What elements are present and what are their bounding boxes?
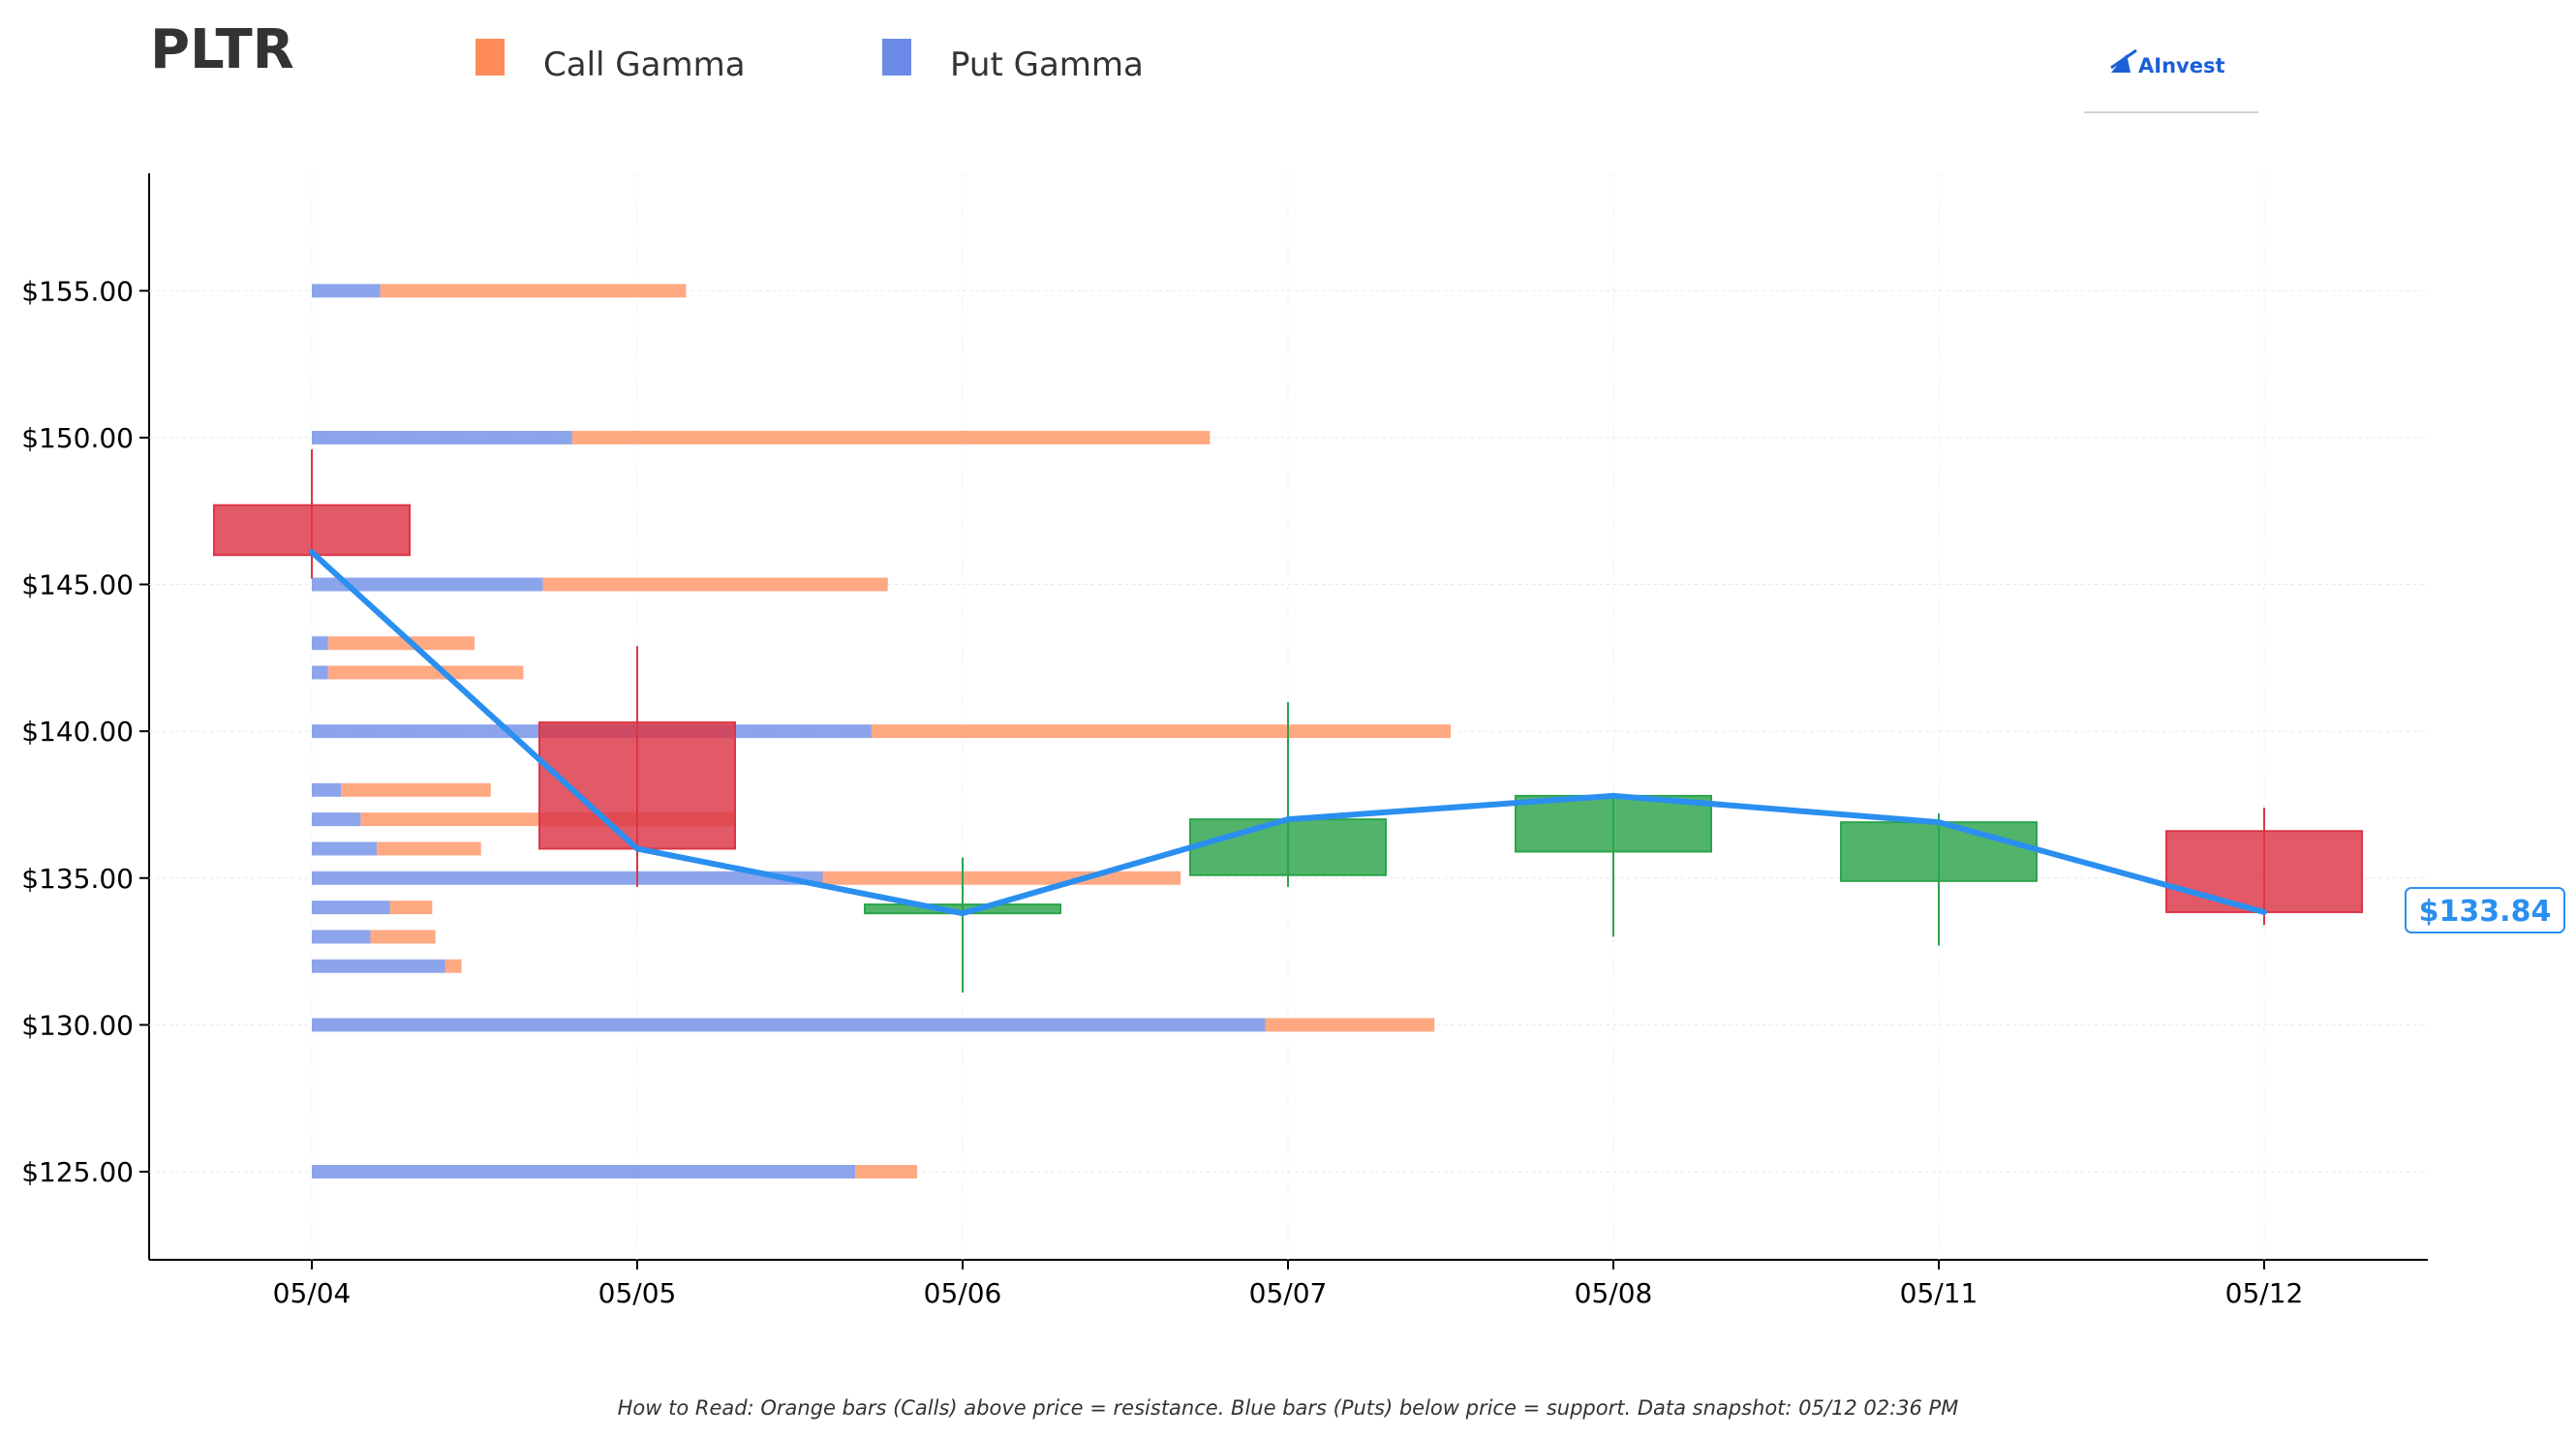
x-tick-label: 05/11 [1900, 1277, 1978, 1309]
put-gamma-bar [312, 812, 361, 827]
x-tick-label: 05/06 [924, 1277, 1002, 1309]
footnote: How to Read: Orange bars (Calls) above p… [618, 1396, 1959, 1420]
put-gamma-bar [312, 577, 543, 592]
put-gamma-swatch [882, 39, 911, 76]
x-tick-label: 05/08 [1575, 1277, 1653, 1309]
legend: Call Gamma Put Gamma [475, 39, 1144, 84]
put-gamma-bar [312, 1018, 1266, 1032]
call-gamma-bar [380, 284, 687, 298]
gamma-bars [312, 284, 1451, 1179]
close-price-line [309, 549, 2267, 917]
y-tick-label: $145.00 [21, 569, 134, 601]
candle-body [1515, 794, 1712, 853]
legend-label-put: Put Gamma [950, 46, 1144, 84]
y-tick-label: $155.00 [21, 275, 134, 307]
y-tick-label: $135.00 [21, 863, 134, 895]
call-gamma-bar [327, 636, 475, 651]
call-gamma-bar [377, 841, 481, 856]
logo-text: AInvest [2138, 54, 2225, 77]
call-gamma-bar [370, 930, 436, 944]
x-tick-label: 05/12 [2225, 1277, 2304, 1309]
x-axis-ticks: 05/04 05/05 05/06 05/07 05/08 05/11 05/12 [273, 1260, 2304, 1309]
ainvest-logo: AInvest [2084, 48, 2258, 113]
chart-title: PLTR [150, 18, 294, 81]
put-gamma-bar [312, 636, 328, 651]
call-gamma-bar [871, 724, 1451, 739]
put-gamma-bar [312, 430, 572, 444]
y-tick-label: $125.00 [21, 1156, 134, 1188]
call-gamma-bar [1265, 1018, 1435, 1032]
put-gamma-bar [312, 841, 378, 856]
put-gamma-bar [312, 1165, 856, 1179]
call-gamma-bar [327, 665, 524, 680]
legend-label-call: Call Gamma [543, 46, 746, 84]
y-tick-label: $150.00 [21, 422, 134, 454]
y-tick-label: $130.00 [21, 1009, 134, 1041]
current-price-label: $133.84 [2419, 895, 2552, 929]
call-gamma-swatch [475, 39, 505, 76]
current-price-badge: $133.84 [2405, 887, 2565, 933]
ainvest-logo-icon [2110, 48, 2137, 73]
put-gamma-bar [312, 959, 445, 973]
call-gamma-bar [571, 430, 1211, 444]
call-gamma-bar [389, 901, 433, 915]
call-gamma-bar [855, 1165, 917, 1179]
y-axis-ticks: $125.00 $130.00 $135.00 $140.00 $145.00 $150.… [21, 275, 149, 1188]
candle-body [1840, 821, 2038, 882]
call-gamma-bar [341, 782, 491, 797]
put-gamma-bar [312, 665, 328, 680]
call-gamma-bar [445, 959, 462, 973]
price-badge-box [2405, 887, 2565, 933]
candle-body [213, 504, 411, 557]
close-price-polyline [309, 549, 2267, 917]
candle-body [2165, 830, 2363, 913]
x-tick-label: 05/05 [598, 1277, 677, 1309]
y-tick-label: $140.00 [21, 716, 134, 748]
candle-body [1189, 818, 1387, 876]
put-gamma-bar [312, 871, 823, 885]
put-gamma-bar [312, 284, 381, 298]
x-tick-label: 05/04 [273, 1277, 352, 1309]
call-gamma-bar [822, 871, 1181, 885]
x-tick-label: 05/07 [1249, 1277, 1328, 1309]
put-gamma-bar [312, 930, 371, 944]
call-gamma-bar [542, 577, 888, 592]
put-gamma-bar [312, 901, 390, 915]
candlesticks [213, 449, 2363, 994]
put-gamma-bar [312, 782, 342, 797]
